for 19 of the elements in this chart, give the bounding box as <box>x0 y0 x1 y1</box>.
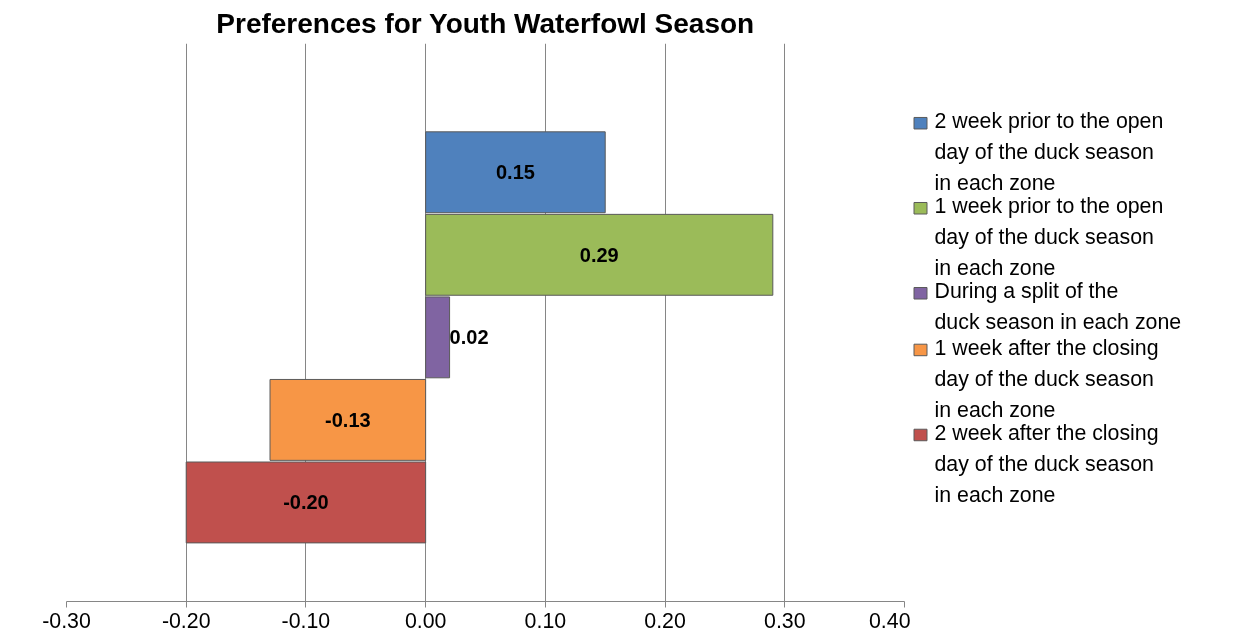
x-tick-label: 0.10 <box>524 608 567 633</box>
x-tick-label: -0.30 <box>42 608 91 633</box>
text: -0.13 <box>325 408 371 431</box>
x-tick-label: -0.10 <box>281 608 331 633</box>
x-tick-label: 0.00 <box>404 608 447 633</box>
text: 0.02 <box>449 326 489 349</box>
legend-label: 1 week prior to the open day of the duck season in each zone <box>934 194 1164 281</box>
chart-title: Preferences for Youth Waterfowl Season <box>216 7 755 39</box>
x-tick-label: 0.30 <box>764 608 806 633</box>
legend-label: 2 week prior to the open day of the duck season in each zone <box>934 109 1164 196</box>
x-tick-label: 0.40 <box>868 608 911 633</box>
legend-label: 2 week after the closing day of the duck season in each zone <box>934 420 1159 508</box>
legend-label: 1 week after the closing day of the duck season in each zone <box>934 335 1159 423</box>
x-tick-label: 0.20 <box>644 608 686 633</box>
text: -0.20 <box>283 491 329 514</box>
text: 0.29 <box>579 243 619 266</box>
text: 0.15 <box>495 161 535 184</box>
x-tick-label: -0.20 <box>161 608 211 633</box>
legend-label: During a split of the duck season in each zone <box>934 279 1182 335</box>
